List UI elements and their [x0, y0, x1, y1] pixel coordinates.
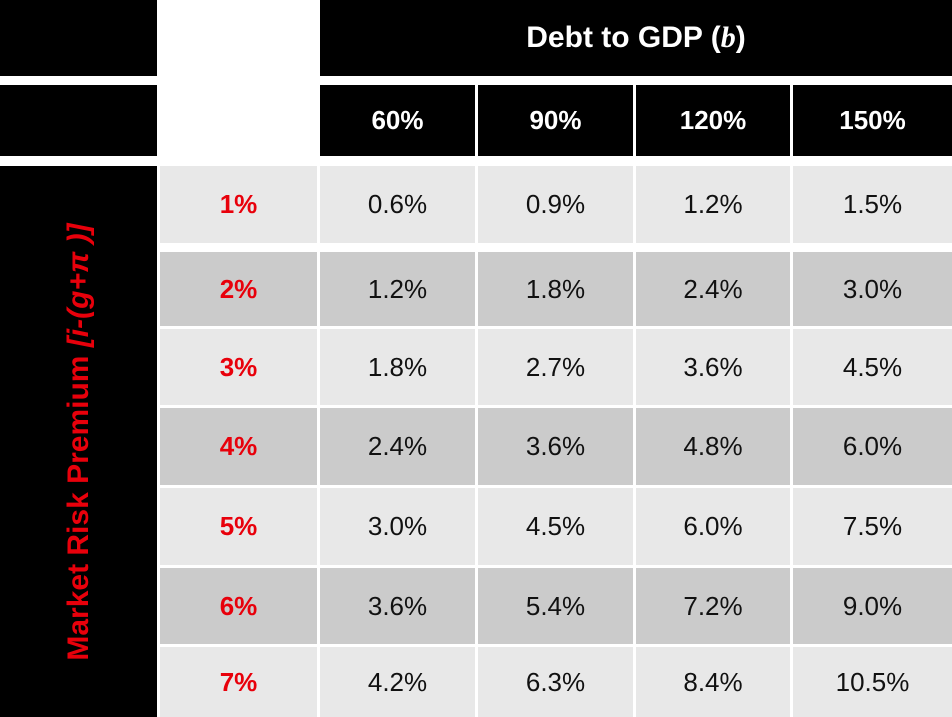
- row-label-text: 1%: [219, 189, 258, 219]
- table-cell: 7.5%: [793, 488, 952, 565]
- table-cell: 1.2%: [636, 166, 790, 243]
- table-cell: 3.0%: [320, 488, 475, 565]
- cell-value: 2.4%: [683, 273, 743, 304]
- cell-value: 3.6%: [367, 590, 428, 621]
- table-cell: 6.0%: [793, 408, 952, 485]
- cell-value: 3.0%: [367, 511, 428, 541]
- column-header-label: 90%: [529, 105, 582, 135]
- table-cell: 3.0%: [793, 252, 952, 326]
- header-title-variable: b: [720, 21, 736, 54]
- cell-value: 1.8%: [525, 273, 586, 304]
- table-cell: 0.9%: [478, 166, 633, 243]
- cell-value: 4.5%: [842, 351, 903, 382]
- cell-value: 4.8%: [683, 431, 743, 461]
- side-label-text: Market Risk Premium: [61, 346, 95, 661]
- cell-value: 1.2%: [683, 189, 743, 219]
- table-cell: 4.2%: [320, 647, 475, 717]
- row-label-text: 4%: [219, 431, 258, 461]
- row-label: 3%: [160, 329, 317, 405]
- cell-value: 7.5%: [842, 511, 903, 541]
- debt-to-gdp-header: Debt to GDP (b): [320, 0, 952, 76]
- table-cell: 4.8%: [636, 408, 790, 485]
- table-cell: 3.6%: [320, 568, 475, 644]
- cell-value: 6.0%: [842, 431, 903, 461]
- row-label-text: 7%: [219, 666, 258, 697]
- column-header: 60%: [320, 85, 475, 156]
- row-label-text: 3%: [219, 351, 258, 382]
- cell-value: 5.4%: [525, 590, 586, 621]
- corner-cell-top: [0, 0, 157, 76]
- table-cell: 0.6%: [320, 166, 475, 243]
- cell-value: 3.6%: [525, 431, 586, 461]
- table-cell: 9.0%: [793, 568, 952, 644]
- column-header: 150%: [793, 85, 952, 156]
- column-header: 120%: [636, 85, 790, 156]
- row-label-text: 5%: [219, 511, 258, 541]
- cell-value: 2.4%: [367, 431, 428, 461]
- row-label: 5%: [160, 488, 317, 565]
- cell-value: 8.4%: [683, 666, 743, 697]
- column-header-label: 120%: [679, 105, 747, 135]
- corner-cell-columns: [0, 85, 157, 156]
- table-cell: 1.2%: [320, 252, 475, 326]
- cell-value: 1.8%: [367, 351, 428, 382]
- cell-value: 0.6%: [367, 189, 428, 219]
- cell-value: 2.7%: [525, 351, 586, 382]
- cell-value: 7.2%: [683, 590, 743, 621]
- table-cell: 1.5%: [793, 166, 952, 243]
- column-header-label: 60%: [371, 105, 424, 135]
- cell-value: 1.5%: [842, 189, 903, 219]
- cell-value: 3.6%: [683, 351, 743, 382]
- side-label-panel: Market Risk Premium [i-(g+π )]: [0, 166, 157, 717]
- row-label-text: 2%: [219, 273, 258, 304]
- row-label: 7%: [160, 647, 317, 717]
- cell-value: 10.5%: [835, 666, 910, 697]
- table-cell: 2.7%: [478, 329, 633, 405]
- table-cell: 4.5%: [478, 488, 633, 565]
- row-label: 4%: [160, 408, 317, 485]
- header-title-prefix: Debt to GDP (: [526, 21, 721, 54]
- table-cell: 7.2%: [636, 568, 790, 644]
- table-cell: 5.4%: [478, 568, 633, 644]
- cell-value: 4.5%: [525, 511, 586, 541]
- table-cell: 4.5%: [793, 329, 952, 405]
- table-cell: 2.4%: [320, 408, 475, 485]
- table-cell: 10.5%: [793, 647, 952, 717]
- table-cell: 6.0%: [636, 488, 790, 565]
- table-cell: 1.8%: [320, 329, 475, 405]
- table-cell: 1.8%: [478, 252, 633, 326]
- table-cell: 6.3%: [478, 647, 633, 717]
- row-label: 2%: [160, 252, 317, 326]
- cell-value: 6.0%: [683, 511, 743, 541]
- table-cell: 3.6%: [478, 408, 633, 485]
- side-label-formula: [i-(g+π )]: [61, 222, 95, 347]
- column-header-label: 150%: [839, 105, 906, 135]
- market-risk-premium-label: Market Risk Premium [i-(g+π )]: [62, 223, 96, 660]
- cell-value: 9.0%: [842, 590, 903, 621]
- table-cell: 3.6%: [636, 329, 790, 405]
- row-label: 6%: [160, 568, 317, 644]
- row-label-text: 6%: [219, 590, 258, 621]
- column-header: 90%: [478, 85, 633, 156]
- table-cell: 2.4%: [636, 252, 790, 326]
- cell-value: 3.0%: [842, 273, 903, 304]
- cell-value: 0.9%: [525, 189, 586, 219]
- header-title-suffix: ): [735, 21, 746, 54]
- cell-value: 4.2%: [367, 666, 428, 697]
- table-cell: 8.4%: [636, 647, 790, 717]
- row-label: 1%: [160, 166, 317, 243]
- cell-value: 6.3%: [525, 666, 586, 697]
- cell-value: 1.2%: [367, 273, 428, 304]
